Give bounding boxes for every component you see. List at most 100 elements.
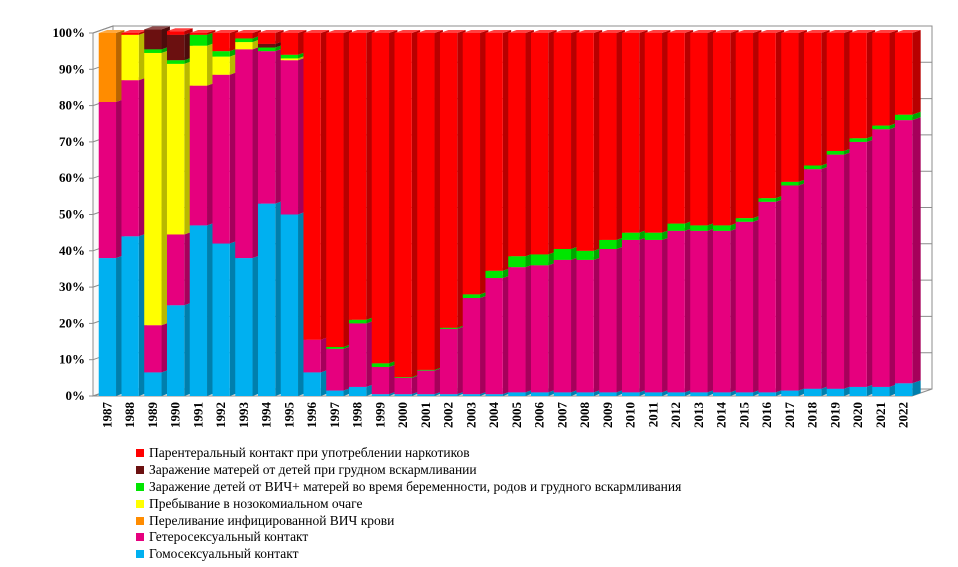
bar-segment — [144, 52, 162, 326]
bar-segment — [371, 363, 390, 367]
legend-item: Гетеросексуальный контакт — [136, 529, 681, 546]
bar-segment — [667, 223, 685, 231]
x-tick-label: 2014 — [714, 402, 729, 429]
bar-segment — [212, 74, 230, 244]
bar-segment — [849, 386, 867, 396]
bar-segment — [485, 394, 503, 396]
bar-top — [212, 30, 239, 33]
y-tick-label: 50% — [59, 207, 85, 222]
bar-segment — [121, 33, 139, 35]
bar-segment — [485, 33, 503, 271]
bar-top — [371, 30, 398, 33]
bar-top — [826, 30, 853, 33]
bar-segment — [621, 392, 640, 396]
bar-segment — [462, 33, 481, 295]
bar-segment — [553, 248, 572, 260]
bar-segment — [394, 377, 412, 395]
bar-segment — [189, 34, 208, 46]
bar-segment — [530, 392, 549, 396]
x-tick-label: 2021 — [873, 402, 888, 428]
x-tick-label: 2008 — [577, 402, 592, 429]
legend-label: Гетеросексуальный контакт — [149, 529, 309, 545]
bar-top — [553, 30, 580, 33]
legend-item: Заражение матерей от детей при грудном в… — [136, 462, 681, 479]
bar-segment — [417, 369, 435, 371]
x-tick-label: 1991 — [190, 402, 205, 428]
legend-item: Гомосексуальный контакт — [136, 546, 681, 563]
bar-side — [912, 111, 921, 121]
bar-segment — [485, 270, 503, 279]
bar-top — [98, 30, 125, 33]
bar-segment — [462, 297, 481, 395]
bar-segment — [781, 33, 799, 182]
bar-segment — [758, 392, 776, 396]
bar-segment — [235, 258, 253, 396]
bar-segment — [348, 33, 367, 320]
bar-segment — [644, 33, 663, 233]
bar-segment — [553, 259, 572, 393]
bar-segment — [758, 33, 776, 199]
bar-segment — [803, 165, 822, 170]
bar-segment — [826, 154, 845, 389]
bar-segment — [894, 114, 913, 121]
x-tick-label: 2020 — [850, 402, 865, 428]
y-tick-label: 80% — [59, 98, 85, 113]
bar-segment — [144, 325, 162, 373]
x-tick-label: 1998 — [350, 402, 365, 429]
bar-segment — [735, 221, 754, 393]
x-tick-label: 1988 — [122, 402, 137, 429]
bar-segment — [872, 33, 890, 126]
bar-segment — [872, 129, 890, 387]
legend-label: Гомосексуальный контакт — [149, 546, 299, 562]
bar-segment — [553, 392, 572, 396]
y-tick-label: 60% — [59, 170, 85, 185]
bar-segment — [439, 33, 458, 328]
bar-segment — [98, 33, 117, 102]
bar-segment — [508, 33, 526, 257]
x-tick-label: 2000 — [395, 402, 410, 428]
x-tick-label: 1992 — [213, 402, 228, 428]
bar-segment — [735, 33, 754, 219]
bar-segment — [781, 390, 799, 396]
x-tick-label: 2006 — [532, 402, 547, 429]
gridline — [92, 25, 932, 34]
bar-top — [849, 30, 876, 33]
x-tick-label: 1999 — [372, 402, 387, 429]
bar-segment — [348, 323, 367, 387]
bar-segment — [508, 392, 526, 396]
bar-segment — [644, 239, 663, 393]
bar-segment — [212, 51, 230, 57]
bar-top — [326, 30, 352, 33]
bar-top — [894, 30, 921, 33]
bar-segment — [394, 377, 412, 378]
y-tick-label: 100% — [53, 25, 86, 40]
y-tick-label: 10% — [59, 352, 85, 367]
x-tick-label: 1987 — [99, 402, 114, 429]
bar-top — [189, 30, 216, 33]
bar-top — [508, 30, 534, 33]
bar-segment — [417, 370, 435, 395]
bar-segment — [166, 305, 185, 396]
bar-segment — [599, 239, 617, 249]
bar-segment — [508, 256, 526, 268]
bar-segment — [303, 372, 321, 396]
bar-segment — [599, 392, 617, 396]
x-tick-label: 2013 — [691, 402, 706, 429]
bar-segment — [576, 259, 594, 393]
bar-top — [439, 30, 466, 33]
bar-top — [712, 30, 739, 33]
bar-segment — [417, 394, 435, 396]
bar-segment — [166, 31, 185, 35]
bar-side — [184, 28, 193, 35]
legend-label: Переливание инфицированной ВИЧ крови — [149, 512, 395, 528]
bar-side — [912, 30, 921, 115]
bar-segment — [303, 339, 321, 373]
bar-segment — [303, 33, 321, 340]
bar-segment — [212, 56, 230, 75]
bar-segment — [599, 248, 617, 393]
legend-swatch — [136, 449, 144, 458]
bar-segment — [758, 198, 776, 202]
bar-segment — [98, 101, 117, 259]
bar-segment — [257, 203, 276, 396]
bar-segment — [849, 141, 867, 387]
